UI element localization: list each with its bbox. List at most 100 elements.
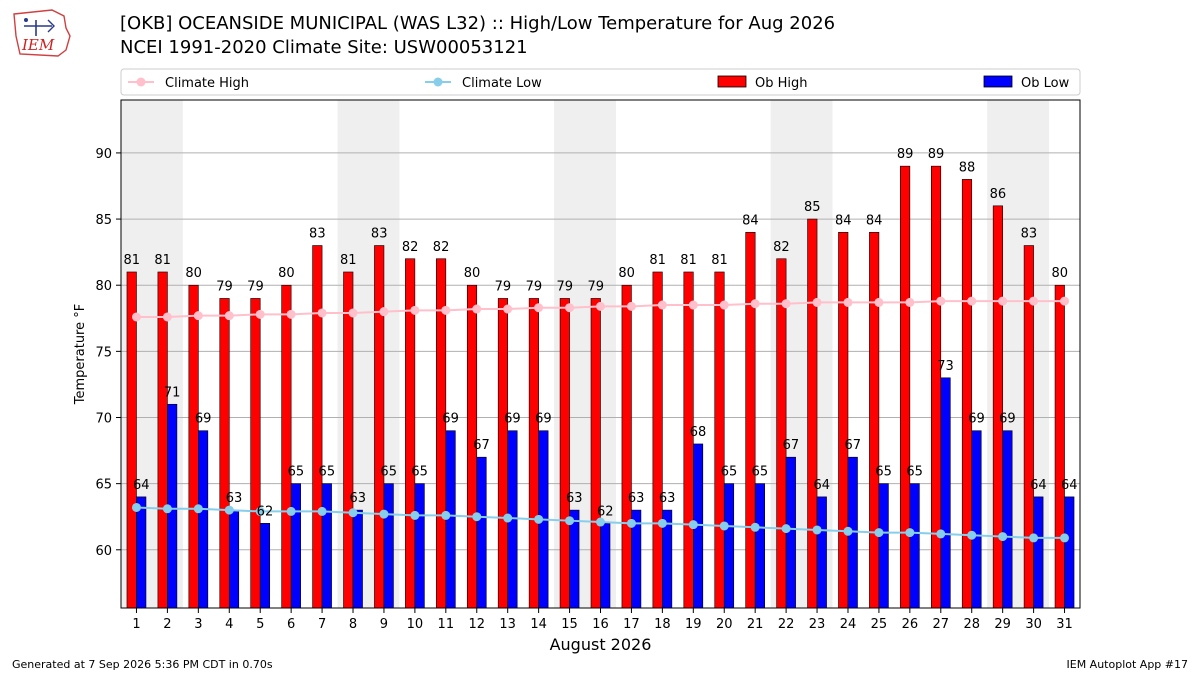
ob-high-label-6: 80: [278, 266, 295, 281]
ob-high-label-18: 81: [649, 253, 666, 268]
ob-low-label-10: 65: [411, 465, 428, 480]
ob-high-bar-3: [188, 284, 199, 609]
climate-low-point-3: [193, 504, 203, 514]
ob-high-label-2: 81: [154, 253, 171, 268]
climate-high-point-6: [286, 309, 296, 319]
logo-text: IEM: [21, 36, 55, 54]
climate-high-point-9: [379, 307, 389, 317]
ob-high-bar-17: [621, 284, 632, 609]
ob-low-bar-23: [816, 496, 827, 609]
ob-high-label-31: 80: [1052, 266, 1069, 281]
climate-low-point-30: [1029, 533, 1039, 543]
legend-swatch-ob-low: [983, 75, 1013, 88]
ob-low-bar-3: [198, 430, 209, 609]
x-tick-label: 24: [840, 617, 857, 632]
x-tick-label: 23: [809, 617, 826, 632]
climate-low-point-9: [379, 509, 389, 519]
climate-high-point-11: [441, 305, 451, 315]
x-tick-label: 4: [225, 617, 233, 632]
ob-low-label-26: 65: [906, 465, 923, 480]
climate-high-point-30: [1029, 296, 1039, 306]
climate-low-point-26: [905, 528, 915, 538]
climate-high-point-28: [967, 296, 977, 306]
ob-low-label-4: 63: [226, 491, 243, 506]
ob-high-bar-26: [900, 165, 911, 609]
climate-high-point-10: [410, 305, 420, 315]
ob-low-label-16: 62: [597, 504, 614, 519]
x-tick-label: 12: [468, 617, 485, 632]
x-axis-label: August 2026: [550, 635, 652, 654]
footer-generated: Generated at 7 Sep 2026 5:36 PM CDT in 0…: [12, 658, 273, 671]
ob-high-label-17: 80: [618, 266, 635, 281]
climate-low-point-18: [657, 518, 667, 528]
ob-low-bar-29: [1002, 430, 1013, 609]
ob-high-label-19: 81: [680, 253, 697, 268]
ob-high-label-30: 83: [1021, 227, 1038, 242]
climate-low-point-14: [534, 514, 544, 524]
ob-low-label-15: 63: [566, 491, 583, 506]
climate-high-point-29: [998, 296, 1008, 306]
ob-low-label-12: 67: [473, 438, 490, 453]
climate-high-point-8: [348, 308, 358, 318]
x-tick-label: 15: [561, 617, 578, 632]
data-labels: 81 64 81 71 80 69 79 63 79 62 80 65 83 65 81 63 83 65 82 65…: [123, 147, 1077, 519]
x-tick-label: 20: [716, 617, 733, 632]
x-tick-label: 19: [685, 617, 702, 632]
climate-low-point-2: [162, 504, 172, 514]
climate-low-point-21: [750, 522, 760, 532]
ob-low-label-22: 67: [783, 438, 800, 453]
climate-low-point-4: [224, 505, 234, 515]
ob-low-bar-8: [352, 509, 363, 609]
ob-high-bar-20: [714, 271, 725, 609]
x-tick-label: 29: [994, 617, 1011, 632]
ob-low-bar-7: [321, 483, 332, 609]
climate-low-point-5: [255, 506, 265, 516]
x-tick-label: 5: [256, 617, 264, 632]
ob-low-label-1: 64: [133, 478, 150, 493]
legend-label-ob-low: Ob Low: [1021, 76, 1070, 91]
ob-low-bar-25: [878, 483, 889, 609]
y-axis-label: Temperature °F: [73, 304, 88, 405]
chart-subtitle: NCEI 1991-2020 Climate Site: USW00053121: [120, 37, 528, 58]
x-tick-label: 9: [380, 617, 388, 632]
ob-low-label-2: 71: [164, 385, 181, 400]
ob-high-bar-21: [745, 231, 756, 609]
ob-high-label-8: 81: [340, 253, 357, 268]
ob-low-bar-31: [1064, 496, 1075, 609]
x-tick-label: 3: [194, 617, 202, 632]
ob-high-bar-24: [838, 231, 849, 609]
climate-low-point-27: [936, 529, 946, 539]
ob-high-label-22: 82: [773, 240, 790, 255]
ob-low-label-19: 68: [690, 425, 707, 440]
legend-label-ob-high: Ob High: [755, 76, 808, 91]
climate-low-point-24: [843, 526, 853, 536]
climate-low-point-12: [472, 512, 482, 522]
climate-high-point-14: [534, 303, 544, 313]
ob-low-bar-5: [259, 523, 271, 609]
ob-high-bar-5: [250, 298, 261, 609]
climate-high-point-23: [812, 297, 822, 307]
legend-marker-climate-high: [136, 77, 146, 87]
climate-high-point-20: [719, 300, 729, 310]
ob-high-bar-22: [776, 258, 787, 609]
ob-low-bar-12: [476, 456, 487, 609]
ob-low-bar-20: [723, 483, 735, 609]
ob-high-bar-8: [343, 271, 354, 609]
ob-high-label-7: 83: [309, 227, 326, 242]
legend-label-climate-low: Climate Low: [462, 76, 542, 91]
climate-low-point-31: [1060, 533, 1070, 543]
climate-high-point-25: [874, 297, 884, 307]
ob-high-bar-2: [157, 271, 168, 609]
ob-high-label-9: 83: [371, 227, 388, 242]
ob-high-label-4: 79: [216, 279, 233, 294]
x-tick-label: 25: [871, 617, 888, 632]
ob-low-label-21: 65: [752, 465, 769, 480]
ob-high-label-20: 81: [711, 253, 728, 268]
ob-high-label-25: 84: [866, 213, 883, 228]
ob-high-bar-16: [590, 298, 601, 609]
x-tick-label: 6: [287, 617, 295, 632]
y-tick-label: 65: [95, 478, 112, 493]
climate-high-point-17: [626, 301, 636, 311]
legend-marker-climate-low: [433, 77, 443, 87]
